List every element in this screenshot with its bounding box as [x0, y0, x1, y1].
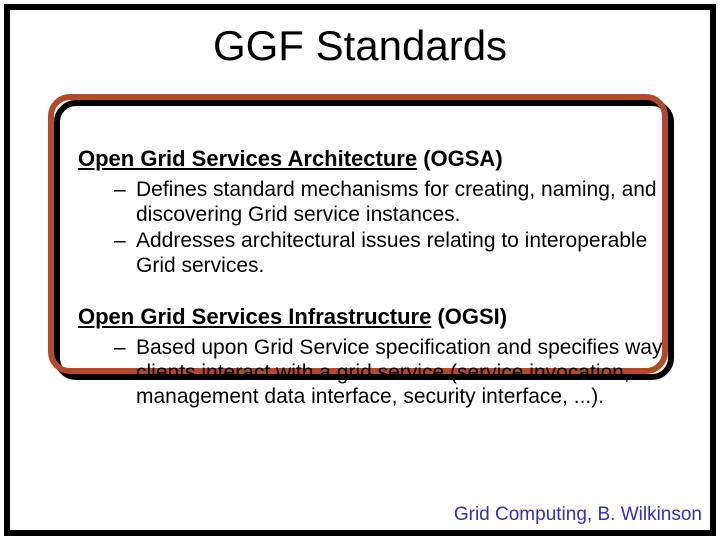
bullet-item: Based upon Grid Service specification an… [114, 336, 680, 410]
heading-plain: (OGSI) [431, 304, 507, 329]
slide-title: GGF Standards [0, 22, 720, 70]
slide-content: Open Grid Services Architecture (OGSA) D… [78, 146, 680, 436]
bullet-group-ogsi: Based upon Grid Service specification an… [114, 336, 680, 410]
heading-plain: (OGSA) [417, 146, 503, 171]
footer-credit: Grid Computing, B. Wilkinson [454, 504, 702, 526]
bullet-item: Defines standard mechanisms for creating… [114, 178, 680, 227]
section-heading-ogsi: Open Grid Services Infrastructure (OGSI) [78, 304, 680, 330]
heading-underlined: Open Grid Services Architecture [78, 146, 417, 171]
bullet-group-ogsa: Defines standard mechanisms for creating… [114, 178, 680, 278]
section-heading-ogsa: Open Grid Services Architecture (OGSA) [78, 146, 680, 172]
heading-underlined: Open Grid Services Infrastructure [78, 304, 431, 329]
bullet-item: Addresses architectural issues relating … [114, 229, 680, 278]
